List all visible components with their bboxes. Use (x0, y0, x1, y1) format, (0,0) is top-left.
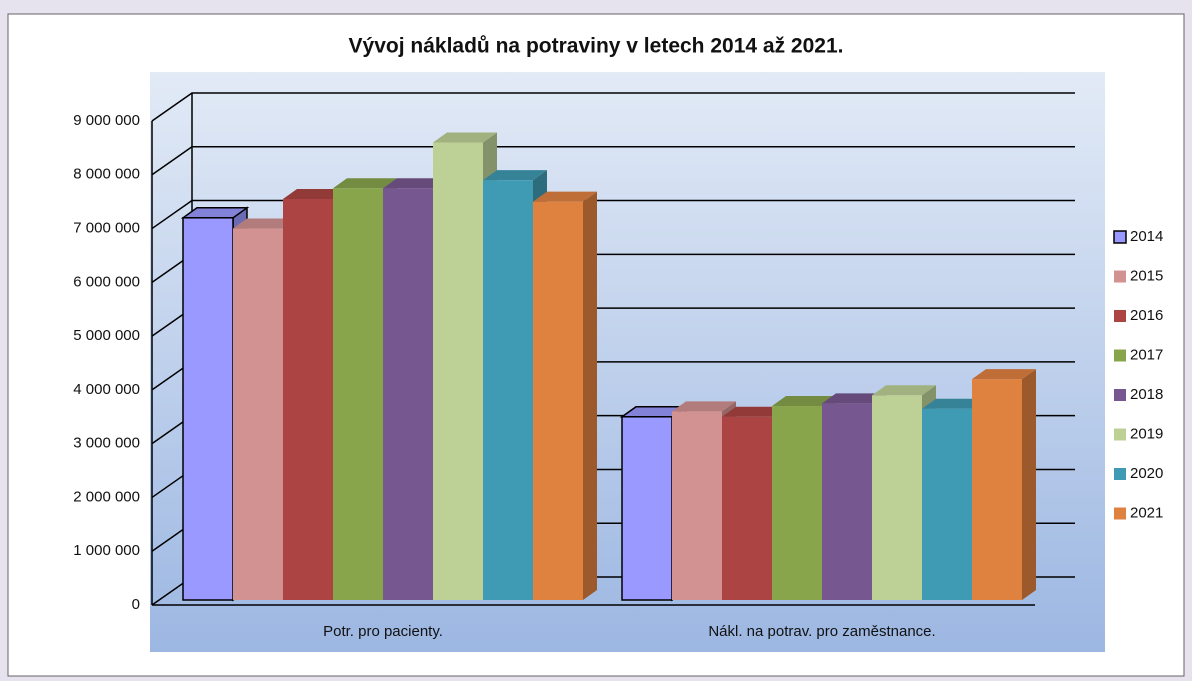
bar-face (233, 218, 297, 229)
bar-face (772, 396, 836, 407)
legend-label: 2017 (1130, 346, 1163, 363)
y-tick-label: 1 000 000 (73, 542, 140, 559)
bar-face (333, 188, 383, 600)
x-tick-label: Nákl. na potrav. pro zaměstnance. (708, 623, 935, 640)
legend-label: 2019 (1130, 425, 1163, 442)
bar-face (283, 188, 347, 199)
bar-face (672, 401, 736, 412)
bar-face (672, 411, 722, 600)
chart-title: Vývoj nákladů na potraviny v letech 2014… (349, 35, 844, 58)
x-tick-label: Potr. pro pacienty. (323, 623, 443, 640)
legend-swatch (1114, 428, 1126, 441)
y-tick-label: 5 000 000 (73, 327, 140, 344)
y-tick-label: 9 000 000 (73, 112, 140, 129)
bar-face (383, 178, 447, 189)
legend-label: 2020 (1130, 465, 1163, 482)
grid-line (151, 146, 1075, 176)
bar-face (533, 201, 583, 600)
bar-face (182, 217, 234, 601)
bar-face (283, 198, 333, 600)
bar-face (333, 178, 397, 189)
bar-face (822, 393, 886, 404)
bar-face (822, 403, 872, 600)
bar-face (922, 398, 986, 409)
bar-face (583, 191, 597, 600)
y-tick-label: 4 000 000 (73, 381, 140, 398)
legend-swatch (1114, 270, 1126, 283)
bar-face (233, 228, 283, 601)
bar-face (722, 416, 772, 600)
bar-face (1022, 369, 1036, 600)
bar-face (621, 416, 673, 601)
legend-swatch (1114, 389, 1126, 401)
legend-swatch (1114, 349, 1126, 362)
grid-line (151, 199, 1075, 230)
y-tick-label: 8 000 000 (73, 166, 140, 183)
bar (972, 369, 1036, 600)
legend-label: 2016 (1130, 307, 1163, 324)
y-tick-label: 2 000 000 (73, 488, 140, 505)
bar-face (722, 406, 786, 417)
bar-face (922, 408, 972, 600)
bar-face (533, 191, 597, 202)
legend-label: 2021 (1130, 504, 1163, 521)
y-tick-label: 3 000 000 (73, 435, 140, 452)
grid-line (151, 92, 1075, 122)
legend-swatch (1113, 230, 1127, 244)
bar-face (433, 132, 497, 143)
legend-label: 2014 (1130, 228, 1163, 245)
y-tick-label: 6 000 000 (73, 273, 140, 290)
y-tick-label: 7 000 000 (73, 220, 140, 237)
legend-label: 2018 (1130, 386, 1163, 403)
bar-face (483, 170, 547, 181)
bar-face (483, 180, 533, 600)
legend-swatch (1114, 507, 1126, 520)
bar-face (872, 395, 922, 600)
bar (533, 191, 597, 600)
bar-face (872, 385, 936, 396)
y-tick-label: 0 (132, 596, 140, 613)
bar-face (383, 188, 433, 600)
bar-face (972, 379, 1022, 600)
legend-swatch (1114, 468, 1126, 480)
bar-face (433, 142, 483, 600)
legend-swatch (1114, 310, 1126, 322)
bar-face (972, 369, 1036, 380)
bar-face (772, 406, 822, 600)
legend-label: 2015 (1130, 267, 1163, 284)
